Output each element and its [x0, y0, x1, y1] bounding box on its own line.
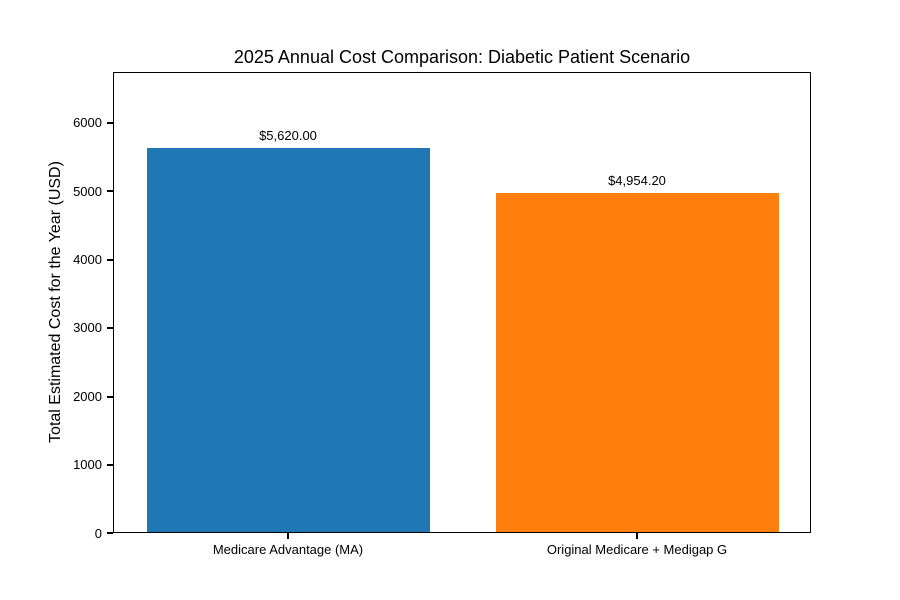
x-tick-label-0: Medicare Advantage (MA): [212, 542, 364, 557]
y-tick-mark-3: [107, 327, 113, 329]
bar-0: [147, 148, 430, 532]
x-tick-label-1: Original Medicare + Medigap G: [546, 542, 728, 557]
y-tick-mark-4: [107, 259, 113, 261]
y-tick-mark-2: [107, 396, 113, 398]
plot-area: [113, 72, 811, 533]
y-tick-label-6: 6000: [73, 115, 102, 130]
y-tick-mark-6: [107, 122, 113, 124]
x-tick-mark-1: [636, 533, 638, 539]
y-tick-mark-5: [107, 190, 113, 192]
y-tick-label-4: 4000: [73, 252, 102, 267]
y-tick-label-5: 5000: [73, 184, 102, 199]
y-tick-label-0: 0: [94, 526, 102, 541]
y-tick-label-2: 2000: [73, 389, 102, 404]
y-tick-mark-1: [107, 464, 113, 466]
bar-value-label-1: $4,954.20: [608, 173, 666, 188]
y-tick-mark-0: [107, 532, 113, 534]
bar-value-label-0: $5,620.00: [259, 128, 317, 143]
bar-1: [496, 193, 779, 532]
y-tick-label-1: 1000: [73, 457, 102, 472]
x-tick-mark-0: [287, 533, 289, 539]
y-tick-label-3: 3000: [73, 320, 102, 335]
chart-title: 2025 Annual Cost Comparison: Diabetic Pa…: [233, 47, 691, 67]
